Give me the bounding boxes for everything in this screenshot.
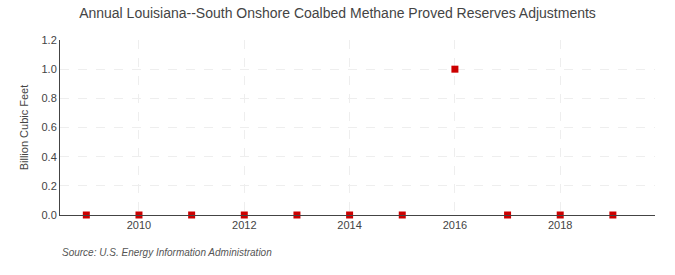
svg-text:2014: 2014	[337, 219, 361, 231]
svg-text:Source: U.S. Energy Informatio: Source: U.S. Energy Information Administ…	[62, 247, 272, 258]
svg-text:0.8: 0.8	[42, 92, 57, 104]
svg-text:0.2: 0.2	[42, 180, 57, 192]
svg-text:Billion Cubic Feet: Billion Cubic Feet	[18, 85, 30, 171]
svg-text:0.0: 0.0	[42, 209, 57, 221]
svg-text:2018: 2018	[548, 219, 572, 231]
svg-text:Annual Louisiana--South Onshor: Annual Louisiana--South Onshore Coalbed …	[79, 5, 596, 21]
svg-text:1.2: 1.2	[42, 34, 57, 46]
svg-text:2016: 2016	[443, 219, 467, 231]
svg-text:2012: 2012	[232, 219, 256, 231]
svg-text:0.6: 0.6	[42, 121, 57, 133]
svg-text:1.0: 1.0	[42, 63, 57, 75]
svg-text:0.4: 0.4	[42, 151, 57, 163]
svg-text:2010: 2010	[127, 219, 151, 231]
